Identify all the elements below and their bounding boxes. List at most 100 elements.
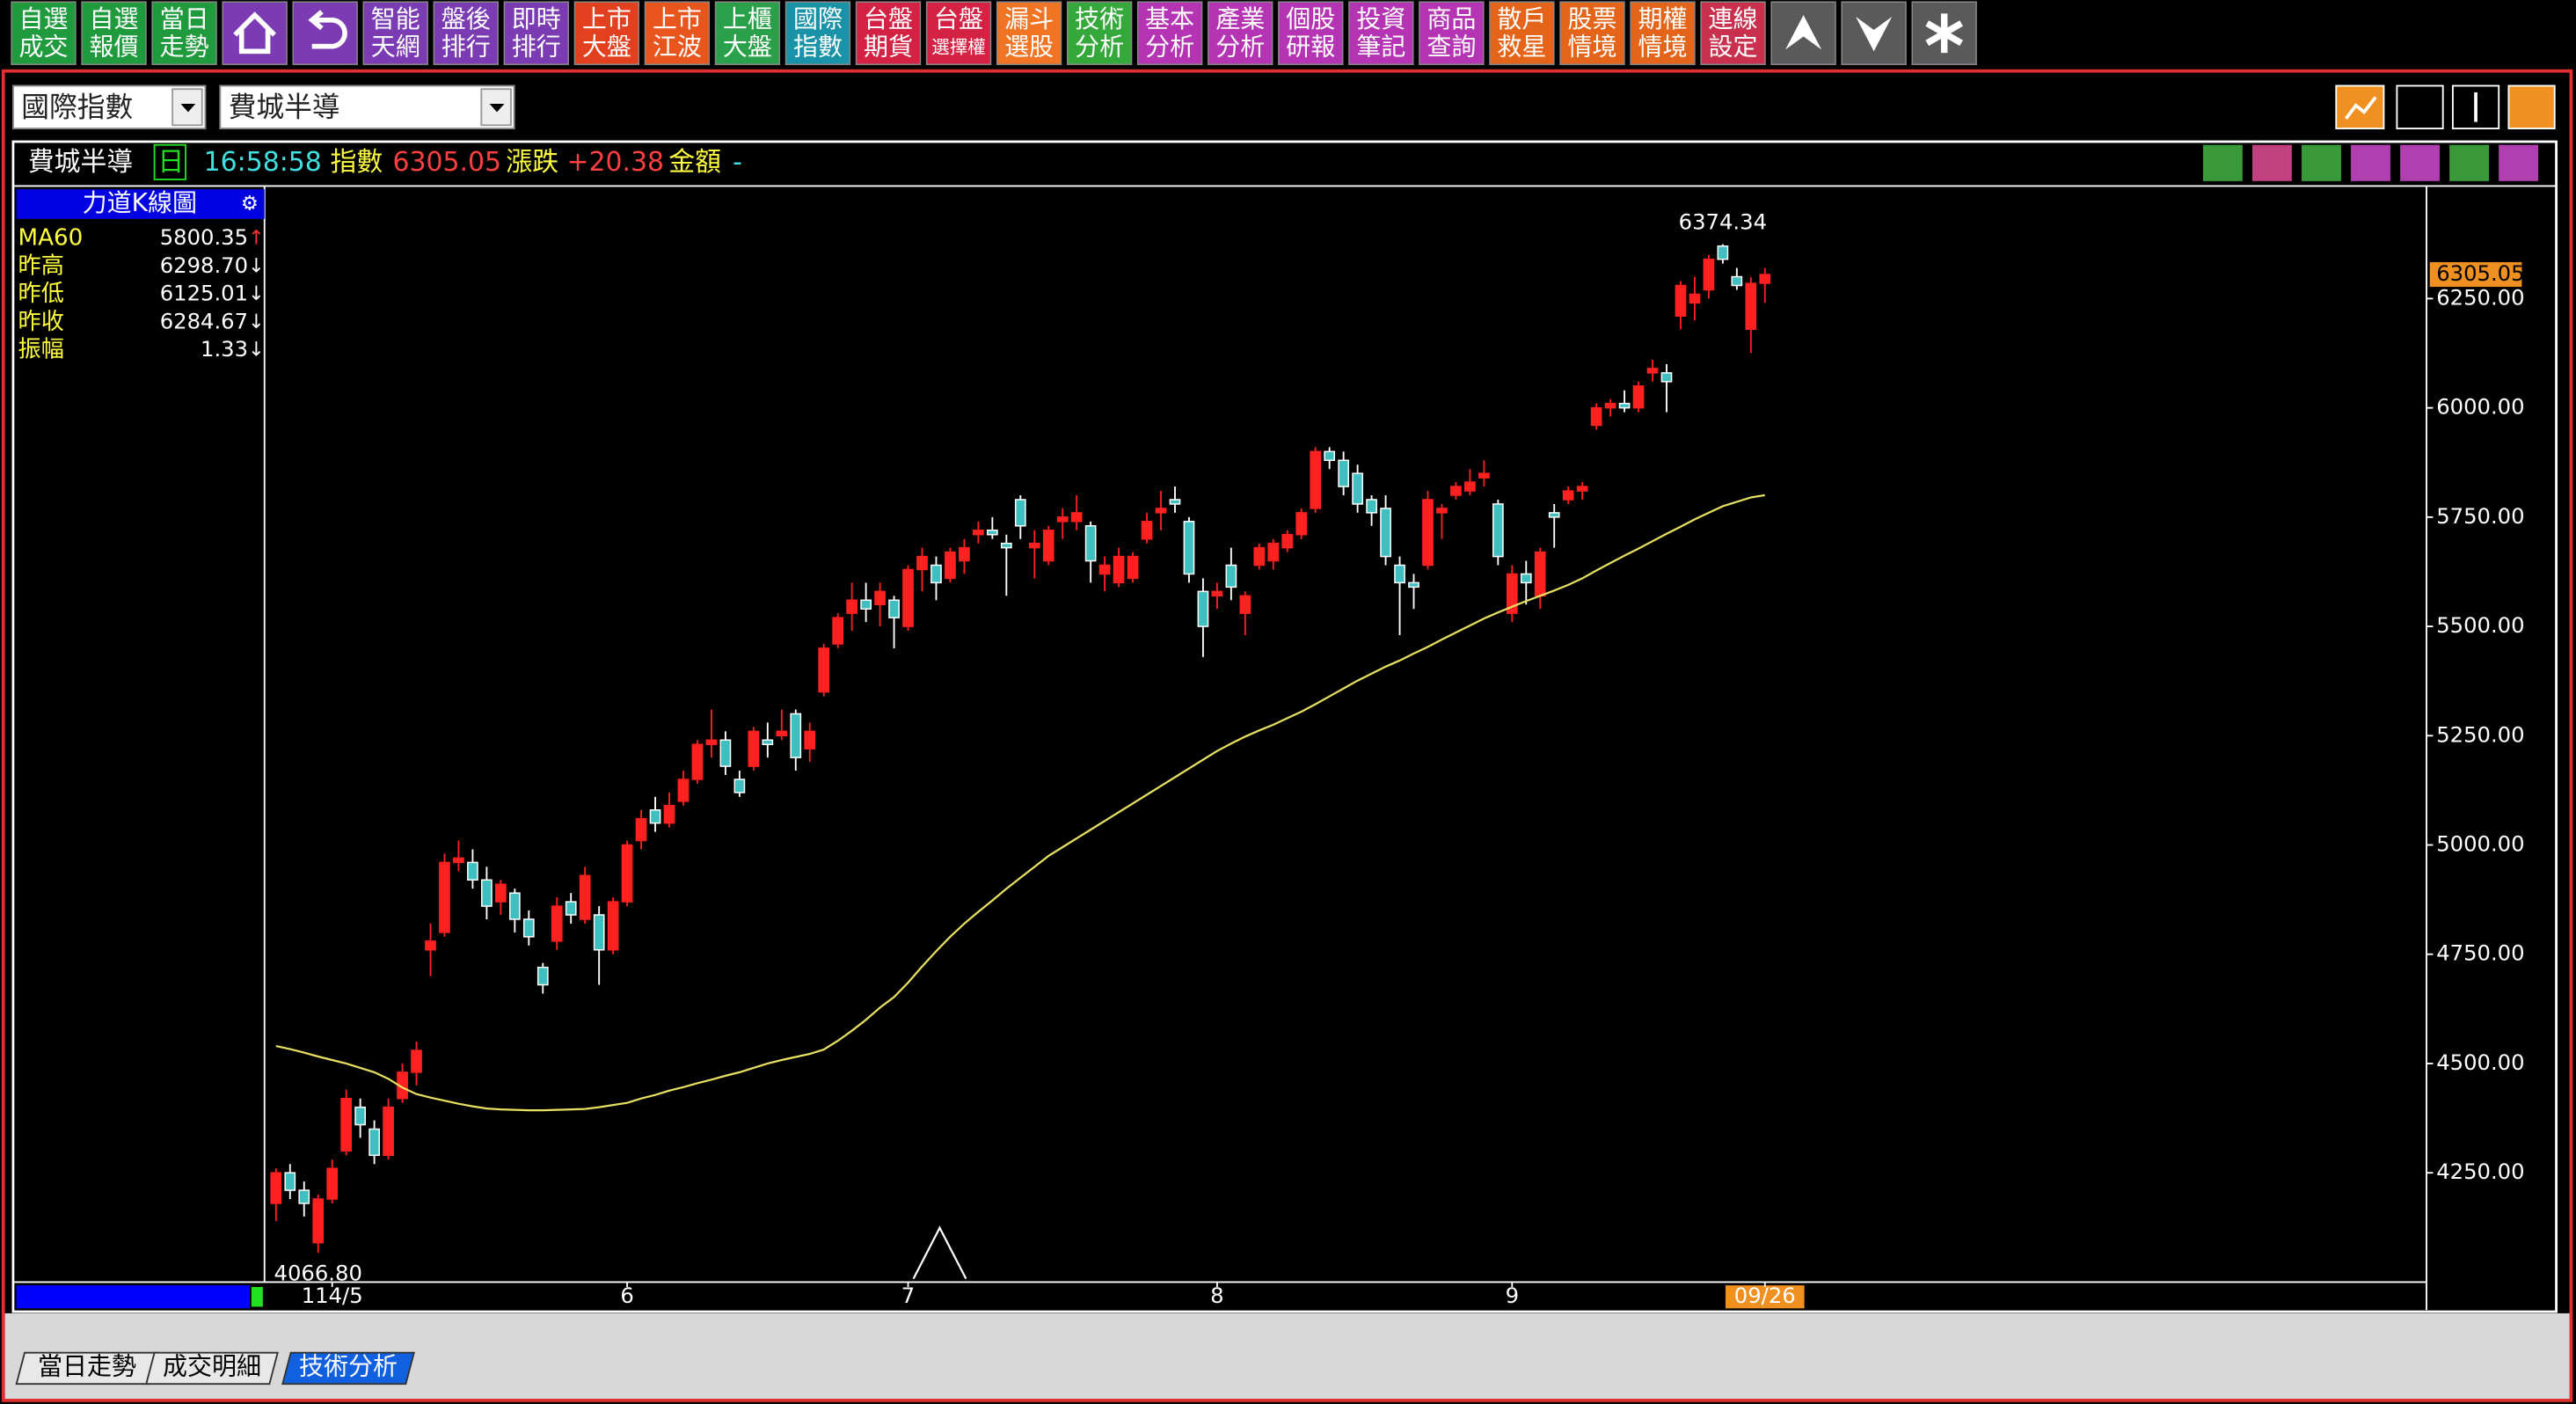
button-face[interactable]: [1137, 1, 1203, 65]
dropdown-label[interactable]: 費城半導: [229, 92, 340, 124]
toolbar-button[interactable]: 當日走勢: [151, 1, 217, 65]
button-label[interactable]: 股票: [1567, 4, 1616, 33]
dropdown-arrow-box[interactable]: [171, 88, 203, 127]
button-label[interactable]: 指數: [793, 33, 843, 62]
button-label[interactable]: 當日: [160, 4, 209, 33]
dropdown[interactable]: 國際指數: [12, 84, 207, 130]
button-label[interactable]: 走勢: [160, 33, 209, 62]
button-label[interactable]: 查詢: [1427, 33, 1476, 62]
toolbar-button[interactable]: [1841, 1, 1907, 65]
tool-button[interactable]: [2252, 144, 2292, 181]
button-face[interactable]: [784, 1, 851, 65]
tool-button[interactable]: [2302, 144, 2341, 181]
tab-label[interactable]: 技術分析: [299, 1352, 398, 1381]
button-label[interactable]: 即時: [512, 4, 561, 33]
tool-button[interactable]: [2351, 144, 2390, 181]
scroll-bar[interactable]: [16, 1285, 250, 1309]
button-face[interactable]: [1208, 1, 1273, 65]
button-label[interactable]: 投資: [1356, 4, 1405, 33]
button-label[interactable]: 商品: [1427, 4, 1476, 33]
tab[interactable]: 成交明細: [145, 1351, 279, 1386]
button-label[interactable]: 筆記: [1356, 33, 1405, 62]
button-label[interactable]: 台盤: [934, 4, 983, 33]
button-face[interactable]: [503, 1, 569, 65]
tab-shape[interactable]: [281, 1351, 415, 1386]
tool-button[interactable]: [2499, 144, 2539, 181]
tab[interactable]: 技術分析: [281, 1351, 415, 1386]
button-label[interactable]: 散戶: [1497, 4, 1546, 33]
tab-label[interactable]: 當日走勢: [38, 1352, 136, 1381]
tool-button[interactable]: [2202, 144, 2243, 181]
tool-button[interactable]: [2400, 144, 2440, 181]
button-label[interactable]: 大盤: [723, 33, 772, 62]
button-label[interactable]: 大盤: [582, 33, 631, 62]
button-label[interactable]: 個股: [1286, 4, 1335, 33]
button-face[interactable]: [433, 1, 499, 65]
button-label[interactable]: 情境: [1638, 33, 1687, 62]
button-label[interactable]: 智能: [371, 4, 420, 33]
button-face[interactable]: [1559, 1, 1625, 65]
tab-shape[interactable]: [145, 1351, 279, 1386]
button-label[interactable]: 盤後: [441, 4, 491, 33]
button-label[interactable]: 天網: [371, 33, 420, 62]
button-face[interactable]: [362, 1, 428, 65]
toolbar-button[interactable]: [1770, 1, 1836, 65]
button-face[interactable]: [1066, 1, 1133, 65]
button-label[interactable]: 國際: [793, 4, 843, 33]
button-label[interactable]: 分析: [1215, 33, 1265, 62]
button-label[interactable]: 漏斗: [1004, 4, 1054, 33]
button-face[interactable]: [292, 1, 358, 65]
icon-button[interactable]: [2396, 84, 2444, 130]
button-face[interactable]: [1278, 1, 1344, 65]
button-label[interactable]: 選股: [1004, 33, 1054, 62]
button-label[interactable]: 基本: [1145, 4, 1194, 33]
button-face[interactable]: [644, 1, 711, 65]
button-face[interactable]: [151, 1, 217, 65]
button-label[interactable]: 情境: [1567, 33, 1616, 62]
button-label[interactable]: 選擇權: [931, 37, 986, 58]
dropdown-box[interactable]: [219, 84, 515, 130]
button-label[interactable]: 研報: [1286, 33, 1335, 62]
tab[interactable]: 當日走勢: [15, 1352, 159, 1386]
button-label[interactable]: 上市: [582, 4, 631, 33]
toolbar-button[interactable]: [1911, 1, 1977, 65]
tab-label[interactable]: 成交明細: [163, 1352, 261, 1381]
scroll-thumb[interactable]: [251, 1287, 263, 1307]
icon-button[interactable]: [2507, 84, 2556, 130]
button-label[interactable]: 台盤: [864, 4, 913, 33]
button-face[interactable]: [11, 1, 77, 65]
button-face[interactable]: [925, 1, 992, 65]
button-label[interactable]: 上櫃: [723, 4, 772, 33]
button-label[interactable]: 產業: [1215, 4, 1265, 33]
button-label[interactable]: 期貨: [864, 33, 913, 62]
button-face[interactable]: [1630, 1, 1696, 65]
button-face[interactable]: [1700, 1, 1766, 65]
button-label[interactable]: 排行: [512, 33, 561, 62]
button-face[interactable]: [855, 1, 922, 65]
button-label[interactable]: 江波: [653, 33, 702, 62]
dropdown-label[interactable]: 國際指數: [21, 92, 133, 124]
button-face[interactable]: [1489, 1, 1555, 65]
button-face[interactable]: [1419, 1, 1485, 65]
button-label[interactable]: 分析: [1075, 33, 1124, 62]
button-face[interactable]: [573, 1, 640, 65]
button-label[interactable]: 報價: [90, 33, 139, 62]
button-label[interactable]: 連線: [1709, 4, 1758, 33]
button-label[interactable]: 自選: [18, 4, 68, 33]
button-face[interactable]: [81, 1, 147, 65]
button-label[interactable]: 排行: [441, 33, 491, 62]
button-label[interactable]: 上市: [653, 4, 702, 33]
